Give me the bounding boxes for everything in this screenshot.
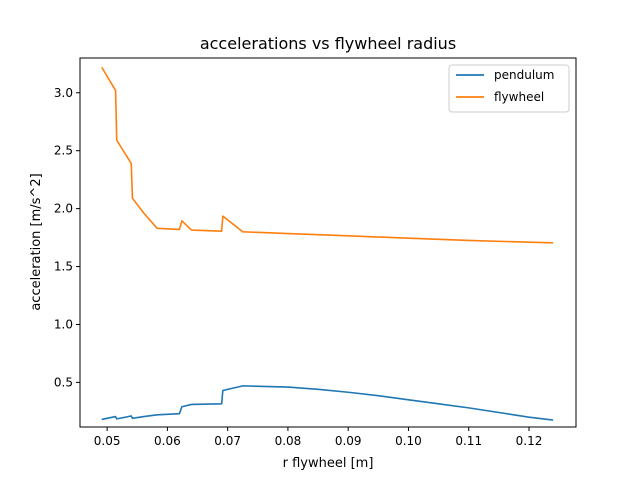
x-tick-label: 0.05 — [94, 434, 121, 448]
y-axis-label: acceleration [m/s^2] — [29, 173, 44, 310]
plot-frame — [79, 57, 577, 428]
x-axis-label: r flywheel [m] — [283, 456, 374, 471]
x-tick-label: 0.09 — [335, 434, 362, 448]
legend: pendulum flywheel — [448, 64, 570, 113]
y-tick-label: 1.5 — [54, 260, 73, 274]
legend-label-flywheel: flywheel — [494, 90, 544, 104]
series-line-flywheel — [101, 66, 554, 244]
x-tick-label: 0.07 — [214, 434, 241, 448]
x-tick-label: 0.11 — [455, 434, 482, 448]
x-tick-label: 0.08 — [275, 434, 302, 448]
legend-label-pendulum: pendulum — [494, 68, 554, 82]
plot-lines — [101, 66, 554, 421]
y-tick-label: 3.0 — [54, 86, 73, 100]
y-tick-label: 0.5 — [54, 375, 73, 389]
x-tick-label: 0.12 — [516, 434, 543, 448]
x-tick-label: 0.06 — [154, 434, 181, 448]
series-line-pendulum — [101, 385, 554, 421]
x-tick-label: 0.10 — [395, 434, 422, 448]
y-tick-label: 1.0 — [54, 317, 73, 331]
y-tick-label: 2.5 — [54, 144, 73, 158]
chart-title: accelerations vs flywheel radius — [200, 34, 456, 53]
y-tick-label: 2.0 — [54, 202, 73, 216]
x-axis-ticks: 0.05 0.06 0.07 0.08 0.09 0.10 0.11 0.12 — [94, 427, 543, 448]
legend-box — [448, 64, 570, 113]
y-axis-ticks: 0.5 1.0 1.5 2.0 2.5 3.0 — [54, 86, 80, 389]
